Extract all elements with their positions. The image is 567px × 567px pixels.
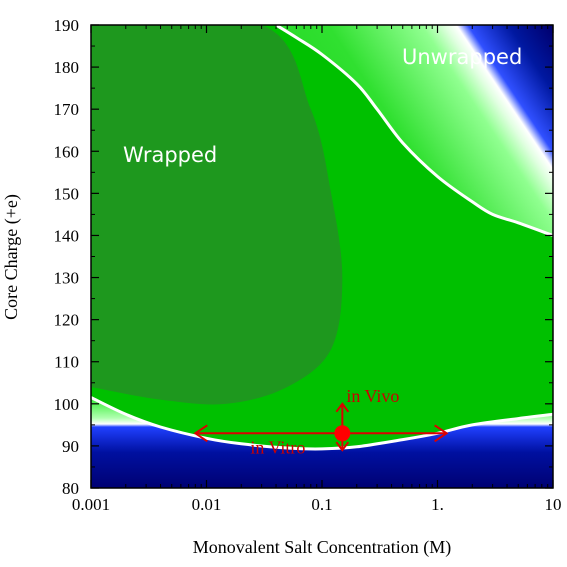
x-tick-label: 0.01: [192, 495, 222, 514]
region-label-wrapped: Wrapped: [123, 143, 217, 167]
x-tick-label: 10: [545, 495, 562, 514]
y-tick-label: 120: [54, 311, 80, 330]
x-tick-label: 1.: [431, 495, 444, 514]
y-tick-label: 160: [54, 142, 80, 161]
data-point: [334, 425, 351, 442]
arrowhead-up: [335, 402, 350, 413]
y-tick-label: 130: [54, 269, 80, 288]
annotations: in Vivo in Vitro: [193, 386, 449, 457]
plot-area: [91, 25, 553, 488]
y-tick-label: 190: [54, 16, 80, 35]
y-tick-label: 100: [54, 395, 80, 414]
lower-unwrapped-region: [91, 397, 553, 488]
arrowhead-right: [434, 424, 449, 443]
in-vivo-label: in Vivo: [346, 386, 399, 406]
axis-ticks: 0.001 0.01 0.1 1. 10 80 90 100 110 120 130 140 150 16…: [54, 16, 562, 514]
lower-phase-boundary: [91, 396, 553, 451]
arrowhead-down: [335, 441, 350, 452]
y-axis-title: Core Charge (+e): [1, 194, 22, 320]
y-tick-label: 170: [54, 100, 80, 119]
x-tick-label: 0.1: [311, 495, 332, 514]
x-tick-label: 0.001: [72, 495, 110, 514]
arrowhead-left: [193, 424, 208, 443]
upper-phase-boundary: [275, 25, 553, 237]
y-tick-label: 150: [54, 184, 80, 203]
in-vitro-label: in Vitro: [250, 437, 305, 457]
y-tick-label: 110: [54, 353, 79, 372]
y-tick-label: 180: [54, 58, 80, 77]
x-axis-title: Monovalent Salt Concentration (M): [193, 537, 451, 558]
region-label-unwrapped: Unwrapped: [402, 45, 522, 69]
y-tick-label: 80: [62, 479, 79, 498]
y-tick-label: 140: [54, 226, 80, 245]
unwrapped-region: [276, 25, 553, 236]
wrapped-core-shading: [91, 25, 343, 405]
y-tick-label: 90: [62, 437, 79, 456]
